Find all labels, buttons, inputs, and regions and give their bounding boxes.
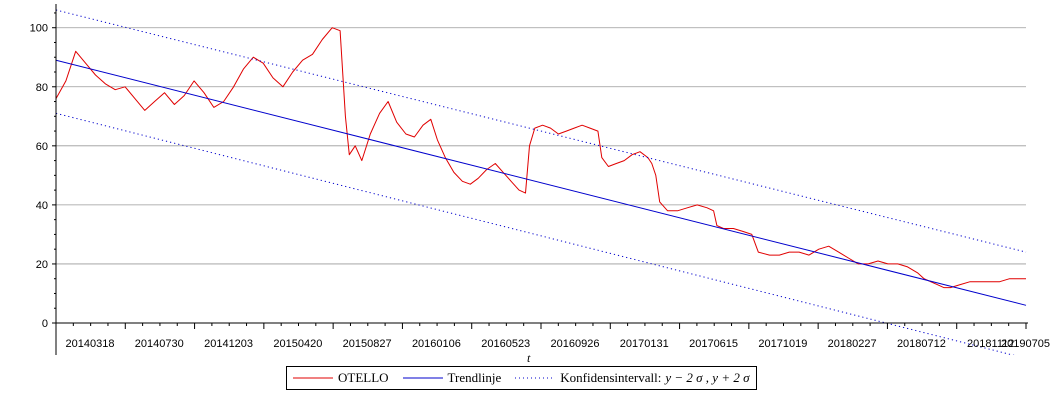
legend: OTELLO Trendlinje Konfidensintervall: y … (286, 366, 757, 390)
x-tick-label: 20160926 (551, 338, 600, 350)
x-tick-label: 20160106 (412, 338, 461, 350)
legend-label-trend: Trendlinje (447, 370, 502, 385)
x-tick-label: 20141203 (204, 338, 253, 350)
legend-entry-ci: Konfidensintervall: y − 2 σ , y + 2 σ (515, 370, 750, 386)
legend-entry-otello: OTELLO (293, 370, 389, 386)
confidence-band-line (56, 9, 1027, 253)
x-tick-label: 20170131 (620, 338, 669, 350)
axes: 0 20 40 60 80 100 20140318 20140730 20141203 2015… (30, 4, 1050, 355)
x-tick-label: 20190705 (1001, 338, 1050, 350)
chart: 0 20 40 60 80 100 20140318 20140730 20141203 2015… (30, 4, 1050, 364)
legend-swatch-ci (515, 377, 556, 379)
x-tick-label: 20180712 (897, 338, 946, 350)
x-tick-label: 20150420 (273, 338, 322, 350)
legend-label-ci: Konfidensintervall: (560, 370, 662, 385)
x-tick-label: 20180227 (828, 338, 877, 350)
x-tick-label: 20181112 (967, 338, 1014, 350)
legend-entry-trend: Trendlinje (402, 370, 502, 386)
gridlines (56, 27, 1026, 324)
y-tick-label: 40 (36, 200, 48, 212)
y-tick-label: 60 (36, 141, 48, 153)
series-layer (56, 9, 1027, 355)
otello-series-line (56, 27, 1026, 289)
x-tick-label: 20170615 (689, 338, 738, 350)
y-tick-label: 80 (36, 82, 48, 94)
x-axis-title: t (527, 351, 531, 364)
y-tick-label: 20 (36, 259, 48, 271)
trend-line (56, 59, 1027, 306)
y-tick-label: 0 (42, 318, 48, 330)
y-tick-label: 100 (30, 23, 48, 35)
x-tick-label: 20140730 (135, 338, 184, 350)
x-tick-label: 20140318 (66, 338, 115, 350)
x-tick-label: 20171019 (758, 338, 807, 350)
legend-label-ci-math: y − 2 σ , y + 2 σ (665, 370, 750, 385)
legend-swatch-trend (402, 377, 443, 379)
x-tick-label: 20160523 (481, 338, 530, 350)
legend-swatch-otello (293, 377, 333, 379)
x-tick-label: 20150827 (343, 338, 392, 350)
legend-label-otello: OTELLO (338, 370, 389, 385)
confidence-band-line (56, 112, 1015, 355)
